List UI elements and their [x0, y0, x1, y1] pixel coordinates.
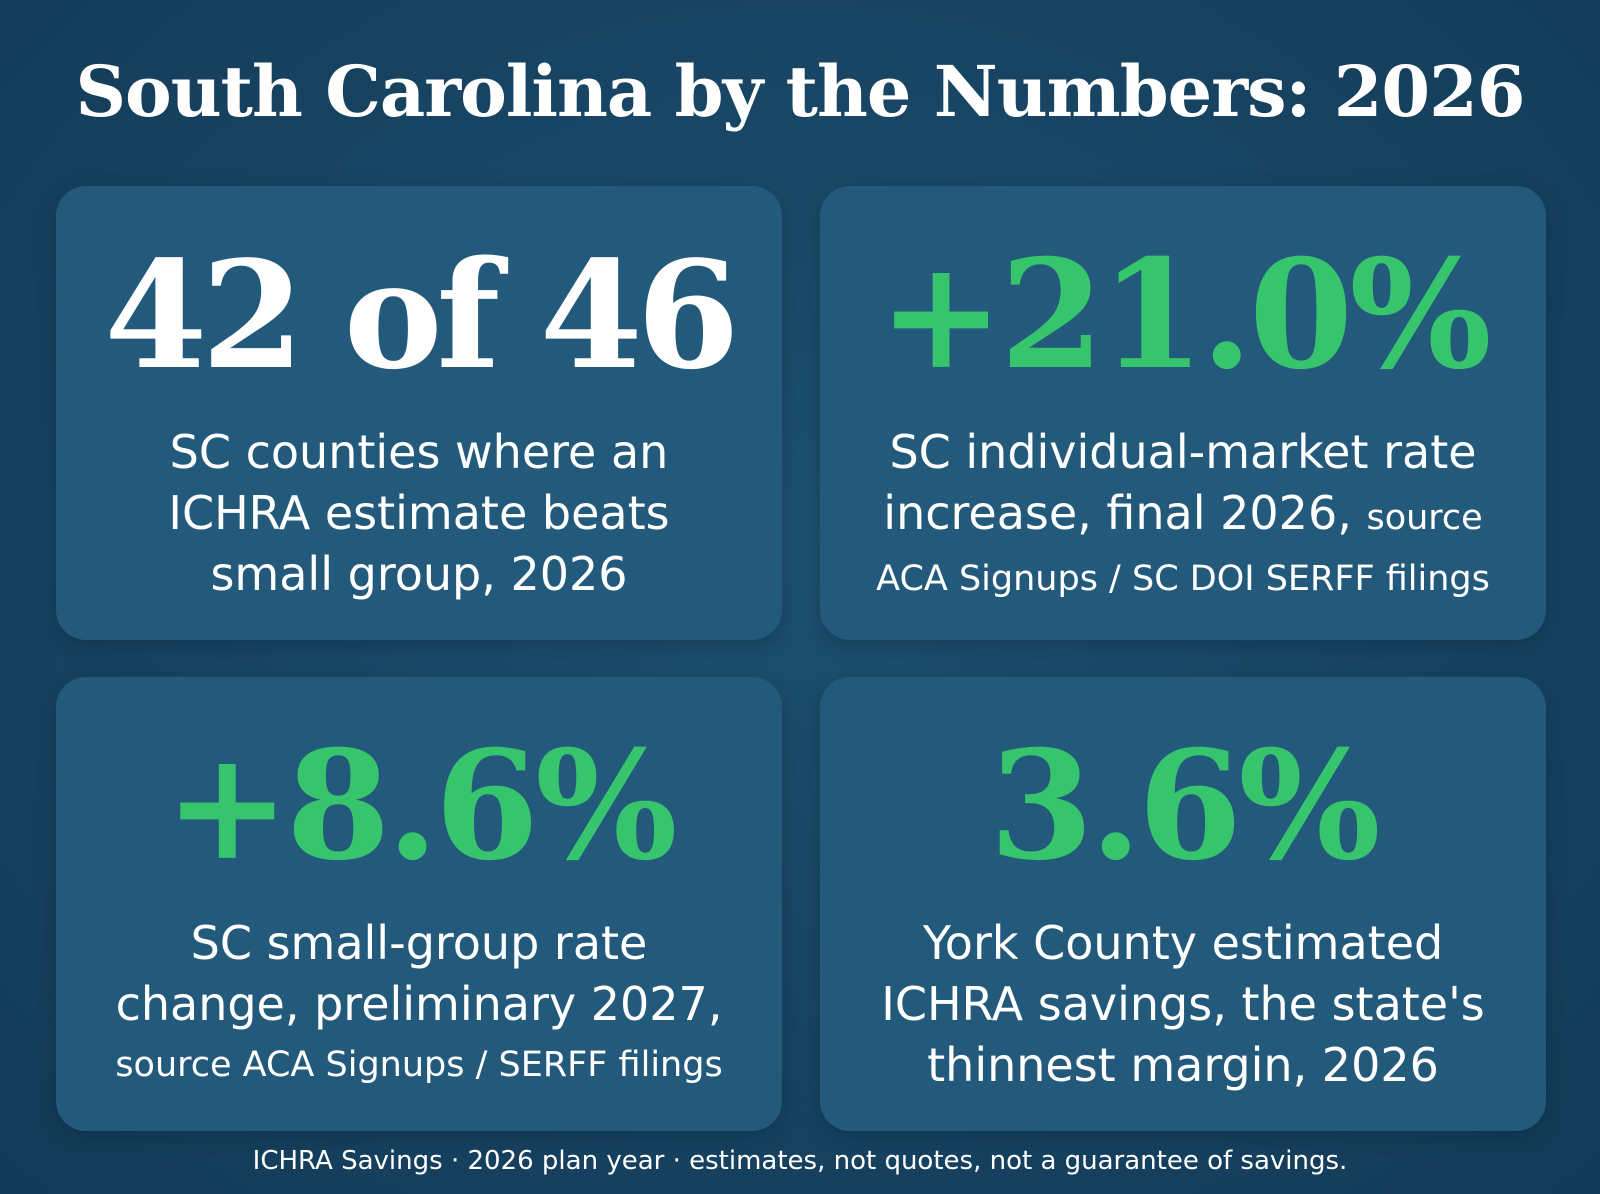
stat-description: SC individual-market rate increase, fina… [840, 422, 1526, 610]
description-line: change, preliminary 2027, [115, 977, 723, 1031]
description-text: increase, final 2026, [883, 486, 1352, 540]
description-line: SC counties where an [169, 425, 669, 479]
footer-disclaimer: ICHRA Savings · 2026 plan year · estimat… [252, 1146, 1348, 1176]
stat-description: SC counties where an ICHRA estimate beat… [76, 422, 762, 605]
stat-card-counties: 42 of 46 SC counties where an ICHRA esti… [56, 186, 782, 640]
stat-value: +8.6% [164, 718, 677, 894]
stat-card-individual-market: +21.0% SC individual-market rate increas… [820, 186, 1546, 640]
stat-value: 42 of 46 [104, 228, 739, 402]
description-line: SC individual-market rate [889, 425, 1477, 479]
description-line: increase, final 2026, source [840, 483, 1526, 549]
description-line: ICHRA savings, the state's [881, 977, 1485, 1031]
description-line: ICHRA estimate beats [168, 486, 670, 540]
source-text: source ACA Signups / SERFF filings [115, 1045, 723, 1085]
source-label: source [1366, 498, 1483, 538]
stat-card-york-county: 3.6% York County estimated ICHRA savings… [820, 677, 1546, 1131]
description-line: York County estimated [922, 916, 1444, 970]
description-line: small group, 2026 [210, 547, 628, 601]
description-line: thinnest margin, 2026 [927, 1038, 1439, 1092]
page-title: South Carolina by the Numbers: 2026 [75, 50, 1525, 133]
stat-description: SC small-group rate change, preliminary … [76, 913, 762, 1096]
description-line: SC small-group rate [190, 916, 648, 970]
stat-value: +21.0% [878, 227, 1492, 403]
stat-value: 3.6% [989, 718, 1381, 894]
stat-description: York County estimated ICHRA savings, the… [840, 913, 1526, 1096]
source-text: ACA Signups / SC DOI SERFF filings [876, 559, 1490, 599]
stat-card-small-group: +8.6% SC small-group rate change, prelim… [56, 677, 782, 1131]
